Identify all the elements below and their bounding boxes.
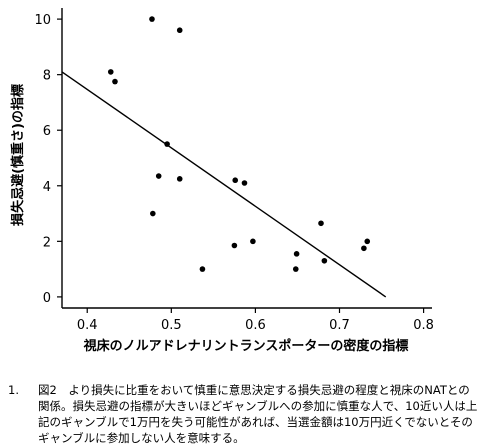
y-tick-label: 2 (43, 235, 51, 250)
data-point (176, 176, 183, 182)
y-tick-label: 6 (43, 124, 51, 139)
caption-text: ギャンブルに参加しない人を意味する。 (38, 431, 245, 445)
data-point (364, 238, 371, 245)
y-tick-label: 8 (43, 69, 51, 84)
data-point (176, 27, 183, 34)
y-tick-label: 0 (43, 291, 51, 306)
scatter-chart: 0.4 0.5 0.6 0.7 0.8 0 2 4 6 8 10 視床のノルアドレナリントランスポー… (10, 8, 434, 354)
data-point (318, 220, 324, 227)
regression-line (61, 71, 387, 298)
data-point (321, 257, 328, 264)
x-axis-title: 視床のノルアドレナリントランスポーターの密度の指標 (83, 338, 409, 354)
x-tick-label: 0.8 (413, 318, 434, 333)
data-point (292, 266, 299, 272)
caption-line: 関係。損失忌避の指標が大きいほどギャンブルへの参加に慎重な人で、10近い人は上 (8, 398, 494, 414)
data-point (164, 141, 170, 147)
data-point (150, 210, 156, 217)
caption-line: 記のギャンブルで1万円を失う可能性があれば、当選金額は10万円近くでないとその (8, 414, 494, 430)
data-point (155, 173, 162, 179)
caption-text: 図2 より損失に比重をおいて慎重に意思決定する損失忌避の程度と視床のNATとの (38, 383, 470, 397)
data-point (199, 266, 206, 272)
data-point (361, 245, 367, 252)
caption-number: 1. (8, 383, 19, 397)
caption-line: 1. 図2 より損失に比重をおいて慎重に意思決定する損失忌避の程度と視床のNAT… (8, 382, 494, 398)
x-tick-label: 0.5 (161, 318, 182, 333)
data-point (107, 69, 114, 75)
data-point (293, 251, 300, 257)
x-tick-label: 0.7 (329, 318, 350, 333)
data-point (232, 177, 239, 184)
y-axis-title: 損失忌避(慎重さ)の指標 (10, 84, 26, 226)
caption-line: ギャンブルに参加しない人を意味する。 (8, 430, 494, 446)
y-tick-label: 4 (43, 180, 51, 195)
caption-text: 関係。損失忌避の指標が大きいほどギャンブルへの参加に慎重な人で、10近い人は上 (38, 399, 478, 413)
data-point (112, 78, 118, 85)
y-tick-label: 10 (34, 13, 51, 28)
x-tick-label: 0.4 (77, 318, 98, 333)
data-point (250, 238, 256, 245)
data-point (241, 180, 248, 186)
caption-text: 記のギャンブルで1万円を失う可能性があれば、当選金額は10万円近くでないとその (38, 415, 473, 429)
x-tick-label: 0.6 (245, 318, 266, 333)
data-point (231, 242, 238, 249)
data-point (149, 16, 155, 22)
figure-caption: 1. 図2 より損失に比重をおいて慎重に意思決定する損失忌避の程度と視床のNAT… (8, 382, 494, 446)
